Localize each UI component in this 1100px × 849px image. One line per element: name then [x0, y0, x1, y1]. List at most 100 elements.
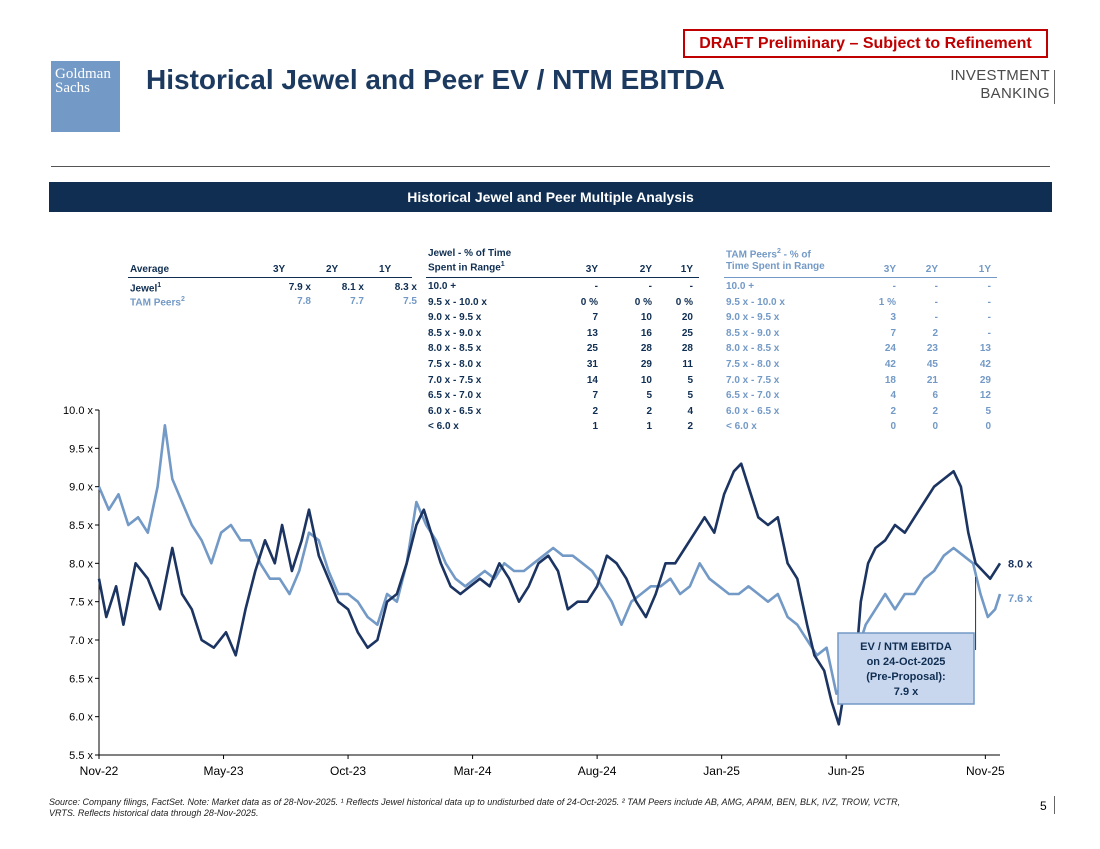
jewel-end-label: 8.0 x [1008, 558, 1033, 570]
range-label: 7.5 x - 8.0 x [428, 359, 482, 370]
range-col-header: 3Y [883, 264, 896, 275]
avg-header: Average [130, 264, 170, 275]
range-cell: 0 % [580, 296, 598, 308]
avg-header-rule [128, 277, 412, 278]
range-cell: 0 [932, 421, 938, 433]
range-label: < 6.0 x [726, 421, 757, 433]
footer-source: Source: Company filings, FactSet. Note: … [49, 797, 1009, 819]
range-cell: 12 [979, 390, 991, 402]
range-cell: - [987, 327, 991, 339]
draft-label: DRAFT Preliminary – Subject to Refinemen… [683, 29, 1048, 58]
avg-col-header: 2Y [326, 264, 339, 275]
range-cell: - [987, 296, 991, 308]
annotation-text-line: on 24-Oct-2025 [867, 656, 946, 668]
footer-line-1: Source: Company filings, FactSet. Note: … [49, 797, 901, 807]
y-tick-label: 9.5 x [69, 443, 93, 455]
range-cell: 28 [681, 343, 693, 355]
avg-cell: 7.7 [350, 296, 364, 307]
page-divider [1054, 796, 1055, 814]
range-label: 8.0 x - 8.5 x [428, 343, 482, 355]
range-cell: 6 [932, 390, 938, 402]
range-cell: - [987, 312, 991, 324]
ib-line-1: INVESTMENT [950, 67, 1050, 84]
range-cell: 16 [640, 327, 652, 339]
range-cell: 20 [681, 312, 693, 324]
range-header-rule [724, 277, 997, 278]
range-label: 9.5 x - 10.0 x [726, 296, 785, 308]
range-header-line1: TAM Peers2 - % of [726, 248, 811, 261]
footnote-marker: 2 [180, 296, 185, 303]
range-cell: 10 [640, 312, 652, 324]
range-cell: 11 [682, 359, 693, 370]
footnote-marker: 1 [157, 282, 162, 289]
range-label: 7.0 x - 7.5 x [726, 374, 780, 386]
y-tick-label: 9.0 x [69, 482, 93, 494]
range-cell: 1 % [878, 296, 896, 308]
range-cell: 4 [687, 405, 693, 417]
range-header-line2: Time Spent in Range [726, 261, 825, 272]
range-cell: 2 [592, 405, 598, 417]
jewel-series-line [97, 462, 1002, 726]
range-cell: 42 [884, 359, 896, 370]
x-tick-label: Nov-22 [80, 764, 119, 778]
header-rule [51, 166, 1050, 167]
range-cell: 23 [926, 343, 938, 355]
investment-banking-label: INVESTMENT BANKING [880, 67, 1050, 103]
annotation-box [837, 632, 975, 705]
footnote-marker: 2 [776, 248, 781, 255]
footer-line-2: VRTS. Reflects historical data through 2… [49, 808, 259, 818]
range-cell: 7 [592, 312, 598, 324]
avg-cell: 7.5 [403, 296, 417, 307]
range-cell: 4 [890, 390, 896, 402]
x-tick-label: Jan-25 [703, 764, 740, 778]
range-label: 10.0 + [428, 281, 457, 292]
range-col-header: 2Y [925, 264, 938, 275]
range-header-line1: Jewel - % of Time [428, 248, 512, 259]
y-tick-label: 6.0 x [69, 712, 93, 724]
range-label: 6.0 x - 6.5 x [428, 405, 482, 417]
range-cell: 0 [985, 421, 991, 433]
annotation-text-line: (Pre-Proposal): [866, 671, 945, 683]
range-cell: 18 [884, 374, 896, 386]
range-cell: 5 [646, 390, 652, 402]
annotation-text-line: EV / NTM EBITDA [860, 641, 952, 653]
range-cell: 1 [646, 421, 652, 433]
range-cell: 2 [890, 405, 896, 417]
range-cell: - [689, 281, 693, 292]
avg-cell: 8.1 x [341, 282, 364, 293]
range-cell: 2 [932, 405, 938, 417]
range-cell: 13 [979, 343, 991, 355]
page-number: 5 [1040, 799, 1047, 813]
range-label: 6.0 x - 6.5 x [726, 405, 780, 417]
range-col-header: 1Y [680, 264, 693, 275]
avg-row-name: TAM Peers2 [130, 296, 185, 309]
range-cell: - [934, 296, 938, 308]
range-cell: 0 [890, 421, 896, 433]
range-cell: - [934, 281, 938, 292]
range-label: 9.0 x - 9.5 x [428, 312, 482, 324]
range-header-line2: Spent in Range1 [428, 261, 505, 274]
range-cell: - [594, 281, 598, 292]
y-tick-label: 6.5 x [69, 673, 93, 685]
range-cell: 28 [640, 343, 652, 355]
range-col-header: 2Y [639, 264, 652, 275]
x-tick-label: Mar-24 [454, 764, 492, 778]
range-cell: 29 [979, 374, 991, 386]
range-label: 9.0 x - 9.5 x [726, 312, 780, 324]
range-label: < 6.0 x [428, 421, 459, 433]
x-tick-label: Jun-25 [828, 764, 865, 778]
range-cell: 7 [890, 327, 896, 339]
y-tick-label: 5.5 x [69, 750, 93, 762]
peers-end-label: 7.6 x [1008, 593, 1033, 605]
section-banner: Historical Jewel and Peer Multiple Analy… [49, 182, 1052, 212]
range-header-rule [426, 277, 699, 278]
range-cell: 5 [687, 390, 693, 402]
range-label: 8.5 x - 9.0 x [726, 327, 780, 339]
x-tick-label: Nov-25 [966, 764, 1005, 778]
range-label: 7.0 x - 7.5 x [428, 374, 482, 386]
range-col-header: 1Y [978, 264, 991, 275]
y-tick-label: 7.0 x [69, 635, 93, 647]
avg-cell: 7.9 x [288, 282, 311, 293]
range-cell: 2 [932, 327, 938, 339]
